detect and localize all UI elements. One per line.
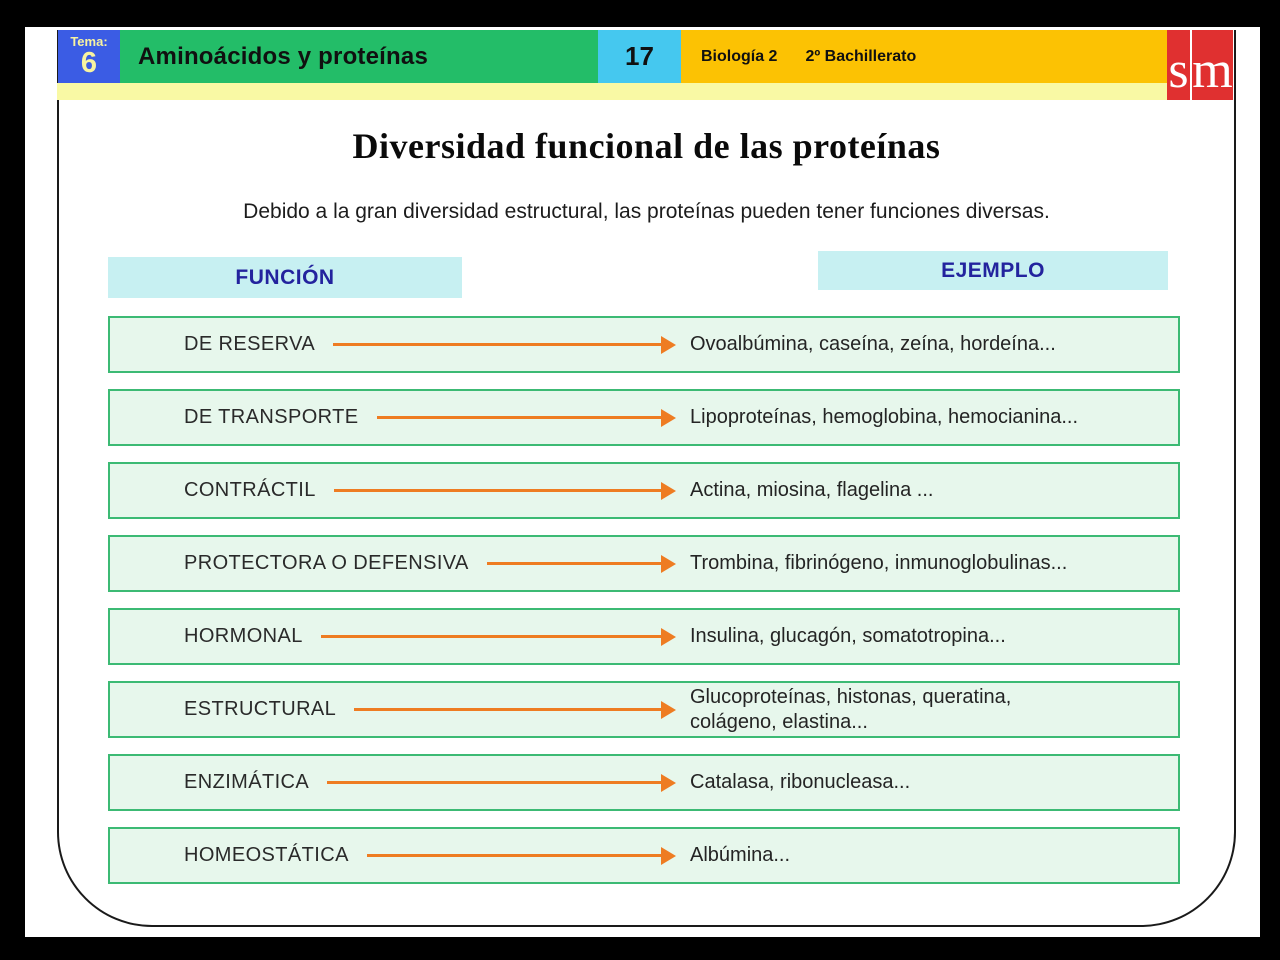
- column-header-ejemplo-label: EJEMPLO: [941, 258, 1045, 282]
- arrow-right-icon: [327, 773, 676, 792]
- table-row: ENZIMÁTICA Catalasa, ribonucleasa...: [108, 754, 1180, 811]
- unit-title: Aminoácidos y proteínas: [138, 42, 428, 70]
- example-text: Lipoproteínas, hemoglobina, hemocianina.…: [690, 406, 1079, 429]
- arrow-right-icon: [366, 846, 676, 865]
- example-text: Ovoalbúmina, caseína, zeína, hordeína...: [690, 333, 1056, 356]
- course-level: 2º Bachillerato: [805, 47, 917, 65]
- table-row: DE TRANSPORTE Lipoproteínas, hemoglobina…: [108, 389, 1180, 446]
- page-number: 17: [625, 41, 654, 71]
- page-title: Diversidad funcional de las proteínas: [352, 126, 941, 166]
- column-header-funcion: FUNCIÓN: [108, 257, 462, 298]
- function-label: ESTRUCTURAL: [184, 698, 337, 720]
- arrow-right-icon: [333, 481, 676, 500]
- column-header-funcion-label: FUNCIÓN: [235, 265, 335, 289]
- arrow-right-icon: [333, 335, 676, 354]
- function-label: HORMONAL: [184, 625, 303, 647]
- arrow-right-icon: [376, 408, 676, 427]
- slide-frame-border: [57, 30, 1236, 927]
- table-row: CONTRÁCTIL Actina, miosina, flagelina ..…: [108, 462, 1180, 519]
- arrow-right-icon: [320, 627, 676, 646]
- example-text: Albúmina...: [690, 844, 791, 867]
- example-text: Insulina, glucagón, somatotropina...: [690, 625, 1006, 648]
- sm-logo-letter-m: m: [1192, 30, 1233, 100]
- example-text: Catalasa, ribonucleasa...: [690, 771, 911, 794]
- sm-logo-letter-s: s: [1167, 30, 1190, 100]
- arrow-right-icon: [486, 554, 676, 573]
- slide: Tema: 6 Aminoácidos y proteínas 17 Biolo…: [25, 27, 1260, 937]
- table-row: DE RESERVA Ovoalbúmina, caseína, zeína, …: [108, 316, 1180, 373]
- course-bar: Biología 2 2º Bachillerato: [681, 30, 1167, 83]
- table-row: PROTECTORA O DEFENSIVA Trombina, fibrinó…: [108, 535, 1180, 592]
- arrow-right-icon: [354, 700, 676, 719]
- table-row: ESTRUCTURAL Glucoproteínas, histonas, qu…: [108, 681, 1180, 738]
- example-text: Trombina, fibrinógeno, inmunoglobulinas.…: [690, 552, 1068, 575]
- function-label: HOMEOSTÁTICA: [184, 844, 349, 866]
- yellow-strip: [57, 83, 1167, 100]
- function-table: DE RESERVA Ovoalbúmina, caseína, zeína, …: [108, 316, 1180, 900]
- function-label: DE TRANSPORTE: [184, 406, 359, 428]
- function-label: PROTECTORA O DEFENSIVA: [184, 552, 469, 574]
- unit-title-bar: Aminoácidos y proteínas: [120, 30, 598, 83]
- course-name: Biología 2: [701, 47, 778, 65]
- table-row: HOMEOSTÁTICA Albúmina...: [108, 827, 1180, 884]
- tema-label: Tema:: [70, 34, 108, 49]
- function-label: CONTRÁCTIL: [184, 479, 316, 501]
- sm-publisher-logo: s m: [1167, 30, 1233, 100]
- tema-number: 6: [80, 47, 98, 79]
- example-text: Glucoproteínas, histonas, queratina, col…: [690, 686, 1012, 733]
- page-number-box: 17: [598, 30, 681, 83]
- column-header-ejemplo: EJEMPLO: [818, 251, 1168, 290]
- tema-badge: Tema: 6: [58, 30, 120, 83]
- function-label: DE RESERVA: [184, 333, 316, 355]
- subtitle: Debido a la gran diversidad estructural,…: [243, 200, 1050, 223]
- function-label: ENZIMÁTICA: [184, 771, 310, 793]
- example-text: Actina, miosina, flagelina ...: [690, 479, 934, 502]
- table-row: HORMONAL Insulina, glucagón, somatotropi…: [108, 608, 1180, 665]
